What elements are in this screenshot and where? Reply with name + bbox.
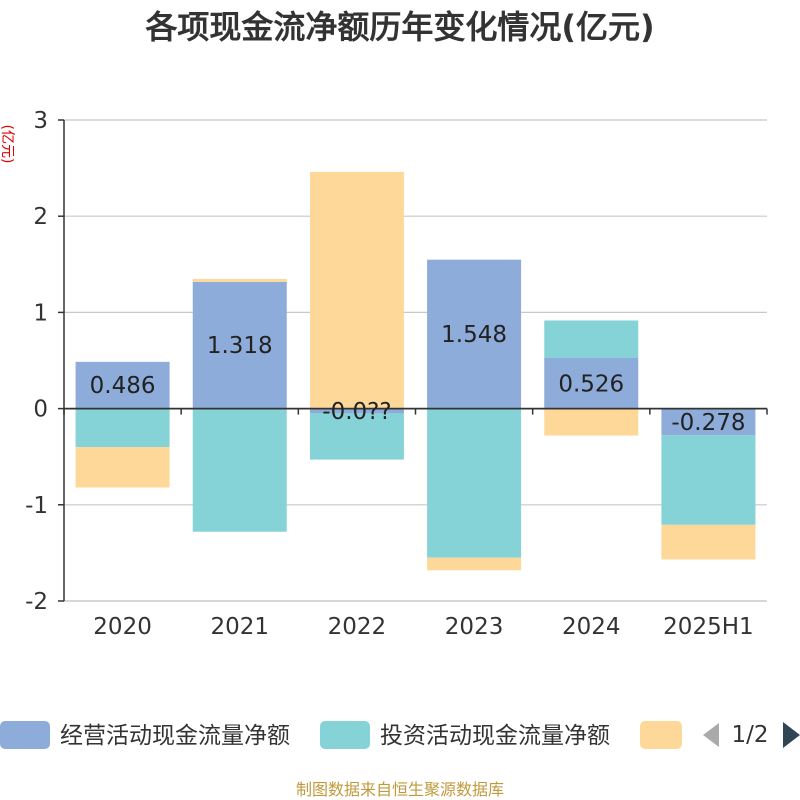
axes: 3 2 1 0 -1 -2 2020 2021 2022 2023 2024 2025H1 [25,108,768,640]
data-labels: 0.486 1.318 -0.0?? 1.548 0.526 -0.278 [90,322,746,436]
legend: 经营活动现金流量净额 投资活动现金流量净额 1/2 [0,721,800,749]
bar-2025H1-series-0[interactable] [661,408,756,436]
bar-2023-series-2[interactable] [427,557,522,571]
x-tick-label: 2022 [328,614,387,640]
x-tick-label: 2023 [445,614,504,640]
legend-page-indicator: 1/2 [731,722,768,748]
bar-2025H1-series-1[interactable] [661,435,756,525]
data-label-2025H1: -0.278 [671,410,745,436]
bar-2022-series-2[interactable] [309,171,404,409]
legend-item-operating[interactable]: 经营活动现金流量净额 [0,721,290,749]
bar-2020-series-1[interactable] [75,408,170,448]
data-label-2020: 0.486 [90,373,156,399]
bar-2022-series-0[interactable] [309,408,404,414]
legend-item-investing[interactable]: 投资活动现金流量净额 [320,721,610,749]
bar-2021-series-0[interactable] [192,281,287,409]
y-tick-label: 1 [33,300,48,326]
x-tick-label: 2020 [93,614,152,640]
bar-2021-series-2[interactable] [192,278,287,282]
y-tick-label: 2 [33,204,48,230]
bar-2023-series-0[interactable] [427,259,522,409]
data-label-2024: 0.526 [558,371,624,397]
chart-title: 各项现金流净额历年变化情况(亿元) [145,8,654,46]
y-tick-label: 3 [33,108,48,134]
bar-2024-series-2[interactable] [544,408,639,436]
x-tick-label: 2025H1 [663,614,753,640]
legend-label-investing: 投资活动现金流量净额 [380,723,610,749]
legend-swatch-financing [640,721,682,749]
data-label-2022: -0.0?? [322,399,391,425]
legend-swatch-investing [320,721,370,749]
x-tick-label: 2024 [562,614,621,640]
bar-2022-series-1[interactable] [309,413,404,460]
y-axis-unit: (亿元) [0,125,15,164]
bar-2024-series-0[interactable] [544,357,639,409]
bar-2020-series-2[interactable] [75,447,170,488]
legend-next-arrow-icon[interactable] [783,722,800,748]
bar-2024-series-1[interactable] [544,320,639,358]
x-tick-label: 2021 [210,614,269,640]
bar-2023-series-1[interactable] [427,408,522,558]
source-note: 制图数据来自恒生聚源数据库 [296,780,504,799]
data-label-2023: 1.548 [441,322,507,348]
bars [75,171,756,571]
bar-2025H1-series-2[interactable] [661,524,756,560]
y-tick-label: -1 [25,493,48,519]
y-tick-label: 0 [33,397,48,423]
legend-swatch-operating [0,721,50,749]
bar-2021-series-1[interactable] [192,408,287,532]
legend-prev-arrow-icon[interactable] [703,723,719,747]
y-tick-label: -2 [25,589,48,615]
legend-label-operating: 经营活动现金流量净额 [60,723,290,749]
legend-item-financing[interactable] [640,721,682,749]
bar-2020-series-0[interactable] [75,361,170,409]
data-label-2021: 1.318 [207,333,273,359]
grid [64,119,767,602]
